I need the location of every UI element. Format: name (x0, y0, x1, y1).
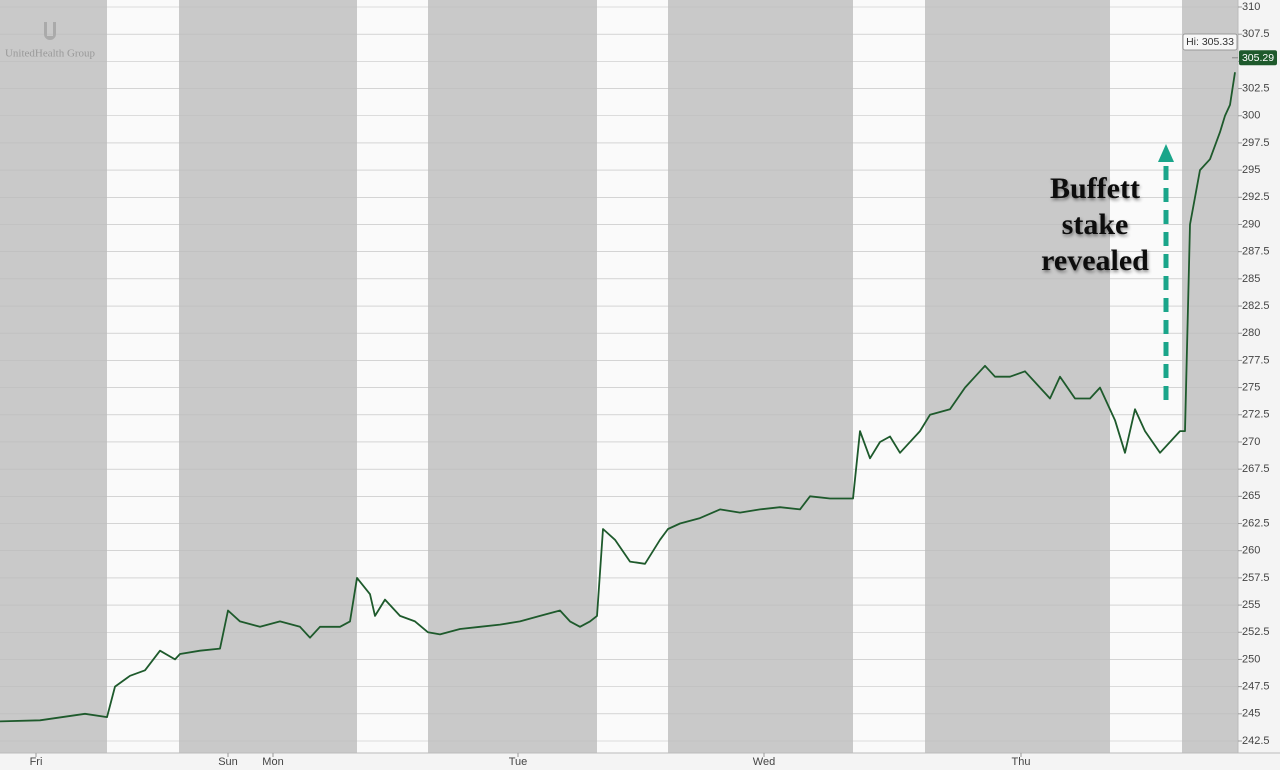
last-price-tag (1239, 50, 1277, 66)
y-tick-label: 265 (1242, 490, 1260, 502)
y-tick-label: 242.5 (1242, 735, 1270, 747)
x-tick-label: Thu (1012, 756, 1031, 768)
logo-text: UnitedHealth Group (5, 48, 96, 60)
y-tick-label: 287.5 (1242, 246, 1270, 258)
y-tick-label: 310 (1242, 1, 1260, 13)
annotation-text: stake (1062, 208, 1129, 241)
y-tick-label: 252.5 (1242, 626, 1270, 638)
x-tick-label: Tue (509, 756, 528, 768)
y-tick-label: 282.5 (1242, 300, 1270, 312)
x-tick-label: Fri (30, 756, 43, 768)
logo: UnitedHealth Group (5, 22, 96, 60)
y-tick-label: 307.5 (1242, 28, 1270, 40)
y-tick-label: 285 (1242, 273, 1260, 285)
x-axis-bg (0, 753, 1280, 770)
y-tick-label: 257.5 (1242, 572, 1270, 584)
y-tick-label: 245 (1242, 708, 1260, 720)
last-price-label: 305.29 (1242, 52, 1274, 64)
y-axis-bg (1238, 0, 1280, 753)
annotation-text: revealed (1041, 244, 1149, 277)
y-tick-label: 302.5 (1242, 82, 1270, 94)
y-tick-label: 280 (1242, 327, 1260, 339)
x-tick-label: Wed (753, 756, 775, 768)
x-tick-label: Mon (262, 756, 283, 768)
x-tick-label: Sun (218, 756, 238, 768)
y-tick-label: 297.5 (1242, 137, 1270, 149)
y-tick-label: 275 (1242, 381, 1260, 393)
y-tick-label: 255 (1242, 599, 1260, 611)
y-tick-label: 290 (1242, 218, 1260, 230)
y-tick-label: 262.5 (1242, 517, 1270, 529)
annotation-text: Buffett (1050, 172, 1140, 205)
grid (0, 6, 1238, 742)
y-tick-label: 270 (1242, 436, 1260, 448)
high-label: Hi: 305.33 (1186, 36, 1234, 48)
y-tick-label: 295 (1242, 164, 1260, 176)
y-tick-label: 247.5 (1242, 681, 1270, 693)
y-tick-label: 272.5 (1242, 409, 1270, 421)
y-tick-label: 300 (1242, 110, 1260, 122)
y-tick-label: 260 (1242, 545, 1260, 557)
annotation-arrow (1158, 144, 1174, 400)
y-tick-label: 277.5 (1242, 354, 1270, 366)
y-tick-label: 267.5 (1242, 463, 1270, 475)
high-label-box (1182, 33, 1238, 51)
price-line (0, 72, 1236, 723)
y-tick-label: 250 (1242, 653, 1260, 665)
y-tick-label: 292.5 (1242, 191, 1270, 203)
off-hours-shading (0, 0, 1238, 753)
